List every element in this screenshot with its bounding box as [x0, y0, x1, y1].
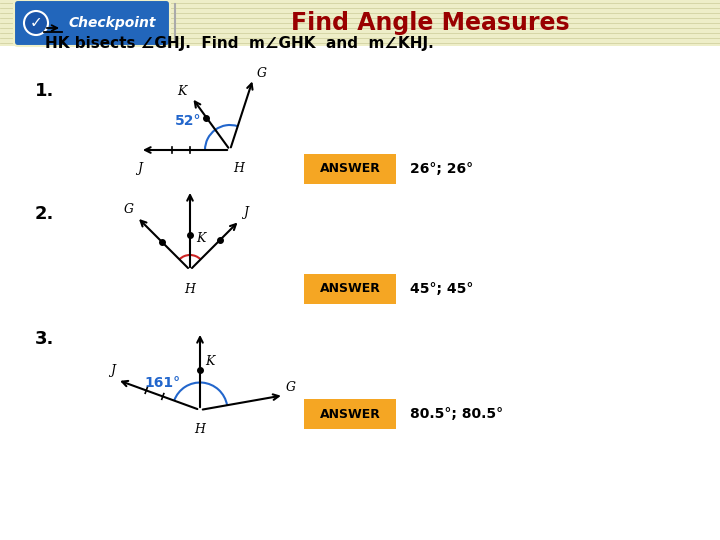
Bar [0, 0, 720, 46]
Text: G: G [286, 381, 296, 394]
Text: ANSWER: ANSWER [320, 282, 380, 295]
Text: G: G [124, 203, 134, 216]
Text: Checkpoint: Checkpoint [68, 16, 156, 30]
Text: J: J [137, 162, 142, 175]
Text: H: H [233, 162, 244, 175]
Circle shape [24, 11, 48, 35]
Text: 80.5°; 80.5°: 80.5°; 80.5° [410, 407, 503, 421]
FancyBboxPatch shape [304, 399, 396, 429]
Text: K: K [205, 355, 215, 368]
FancyBboxPatch shape [304, 274, 396, 304]
Text: 161°: 161° [144, 376, 180, 390]
Text: ANSWER: ANSWER [320, 163, 380, 176]
Text: H: H [194, 423, 205, 436]
Text: 2.: 2. [35, 205, 55, 223]
Text: K: K [177, 85, 186, 98]
Text: G: G [256, 66, 266, 79]
Text: ✓: ✓ [30, 16, 42, 30]
FancyBboxPatch shape [14, 0, 170, 46]
Text: 26°; 26°: 26°; 26° [410, 162, 473, 176]
Text: J: J [110, 364, 115, 377]
Text: J: J [243, 206, 248, 219]
Text: Find Angle Measures: Find Angle Measures [291, 11, 570, 35]
Text: 1.: 1. [35, 82, 55, 100]
Text: K: K [196, 232, 205, 245]
Text: 3.: 3. [35, 330, 55, 348]
Text: H: H [184, 283, 195, 296]
Text: HK bisects ∠GHJ.  Find  m∠GHK  and  m∠KHJ.: HK bisects ∠GHJ. Find m∠GHK and m∠KHJ. [45, 36, 433, 51]
Text: 52°: 52° [175, 114, 202, 128]
Text: ANSWER: ANSWER [320, 408, 380, 421]
Text: 45°; 45°: 45°; 45° [410, 282, 473, 296]
FancyBboxPatch shape [304, 154, 396, 184]
